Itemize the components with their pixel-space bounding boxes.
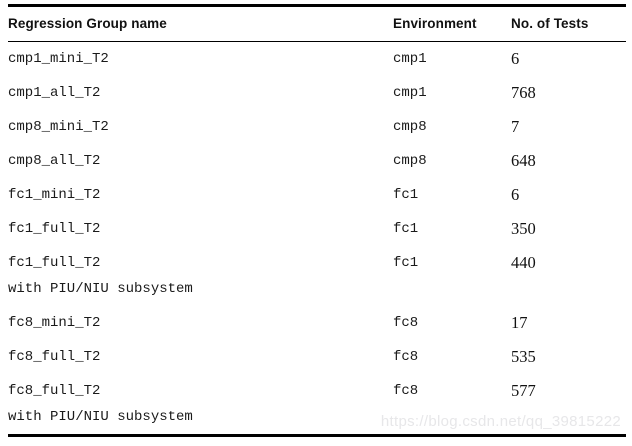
cell-group-name: cmp8_mini_T2	[8, 119, 109, 135]
cell-group-name: cmp1_mini_T2	[8, 51, 109, 67]
cell-tests: 350	[511, 219, 536, 238]
cell-tests: 6	[511, 185, 520, 204]
cell-tests: 440	[511, 253, 536, 272]
group-name-line1: fc1_full_T2	[8, 255, 101, 271]
table-row: fc1_full_T2 with PIU/NIU subsystem fc1 4…	[8, 246, 626, 306]
table-header-row: Regression Group name Environment No. of…	[8, 5, 626, 42]
cell-environment: cmp1	[393, 51, 427, 67]
cell-group-name: cmp8_all_T2	[8, 153, 101, 169]
cell-group-name: fc8_full_T2	[8, 349, 101, 365]
cell-environment: cmp1	[393, 85, 427, 101]
cell-tests: 535	[511, 347, 536, 366]
regression-groups-table: Regression Group name Environment No. of…	[8, 4, 626, 437]
table-row: cmp1_mini_T2 cmp1 6	[8, 42, 626, 77]
table-body: cmp1_mini_T2 cmp1 6 cmp1_all_T2 cmp1 768…	[8, 42, 626, 436]
group-name-line2: with PIU/NIU subsystem	[8, 281, 193, 297]
cell-group-name: fc8_mini_T2	[8, 315, 101, 331]
column-header-environment: Environment	[393, 16, 477, 31]
cell-environment: cmp8	[393, 119, 427, 135]
table-row: fc8_full_T2 with PIU/NIU subsystem fc8 5…	[8, 374, 626, 436]
cell-environment: fc8	[393, 383, 419, 399]
cell-environment: fc1	[393, 187, 419, 203]
cell-tests: 17	[511, 313, 528, 332]
table-row: fc8_mini_T2 fc8 17	[8, 306, 626, 340]
table-row: cmp1_all_T2 cmp1 768	[8, 76, 626, 110]
column-header-no-of-tests: No. of Tests	[511, 16, 589, 31]
cell-environment: fc8	[393, 315, 419, 331]
cell-environment: fc8	[393, 349, 419, 365]
cell-environment: cmp8	[393, 153, 427, 169]
table-row: fc8_full_T2 fc8 535	[8, 340, 626, 374]
table-row: cmp8_all_T2 cmp8 648	[8, 144, 626, 178]
cell-group-name: fc1_full_T2	[8, 221, 101, 237]
cell-tests: 6	[511, 49, 520, 68]
group-name-line1: fc8_full_T2	[8, 383, 101, 399]
group-name-line2: with PIU/NIU subsystem	[8, 409, 193, 425]
cell-tests: 768	[511, 83, 536, 102]
cell-environment: fc1	[393, 221, 419, 237]
cell-environment: fc1	[393, 255, 419, 271]
cell-group-name: fc1_full_T2 with PIU/NIU subsystem	[8, 246, 393, 306]
column-header-regression-group-name: Regression Group name	[8, 16, 167, 31]
cell-tests: 577	[511, 381, 536, 400]
table-row: fc1_mini_T2 fc1 6	[8, 178, 626, 212]
cell-tests: 7	[511, 117, 520, 136]
cell-group-name: fc1_mini_T2	[8, 187, 101, 203]
table-row: cmp8_mini_T2 cmp8 7	[8, 110, 626, 144]
cell-tests: 648	[511, 151, 536, 170]
table-row: fc1_full_T2 fc1 350	[8, 212, 626, 246]
cell-group-name: cmp1_all_T2	[8, 85, 101, 101]
cell-group-name: fc8_full_T2 with PIU/NIU subsystem	[8, 374, 393, 436]
